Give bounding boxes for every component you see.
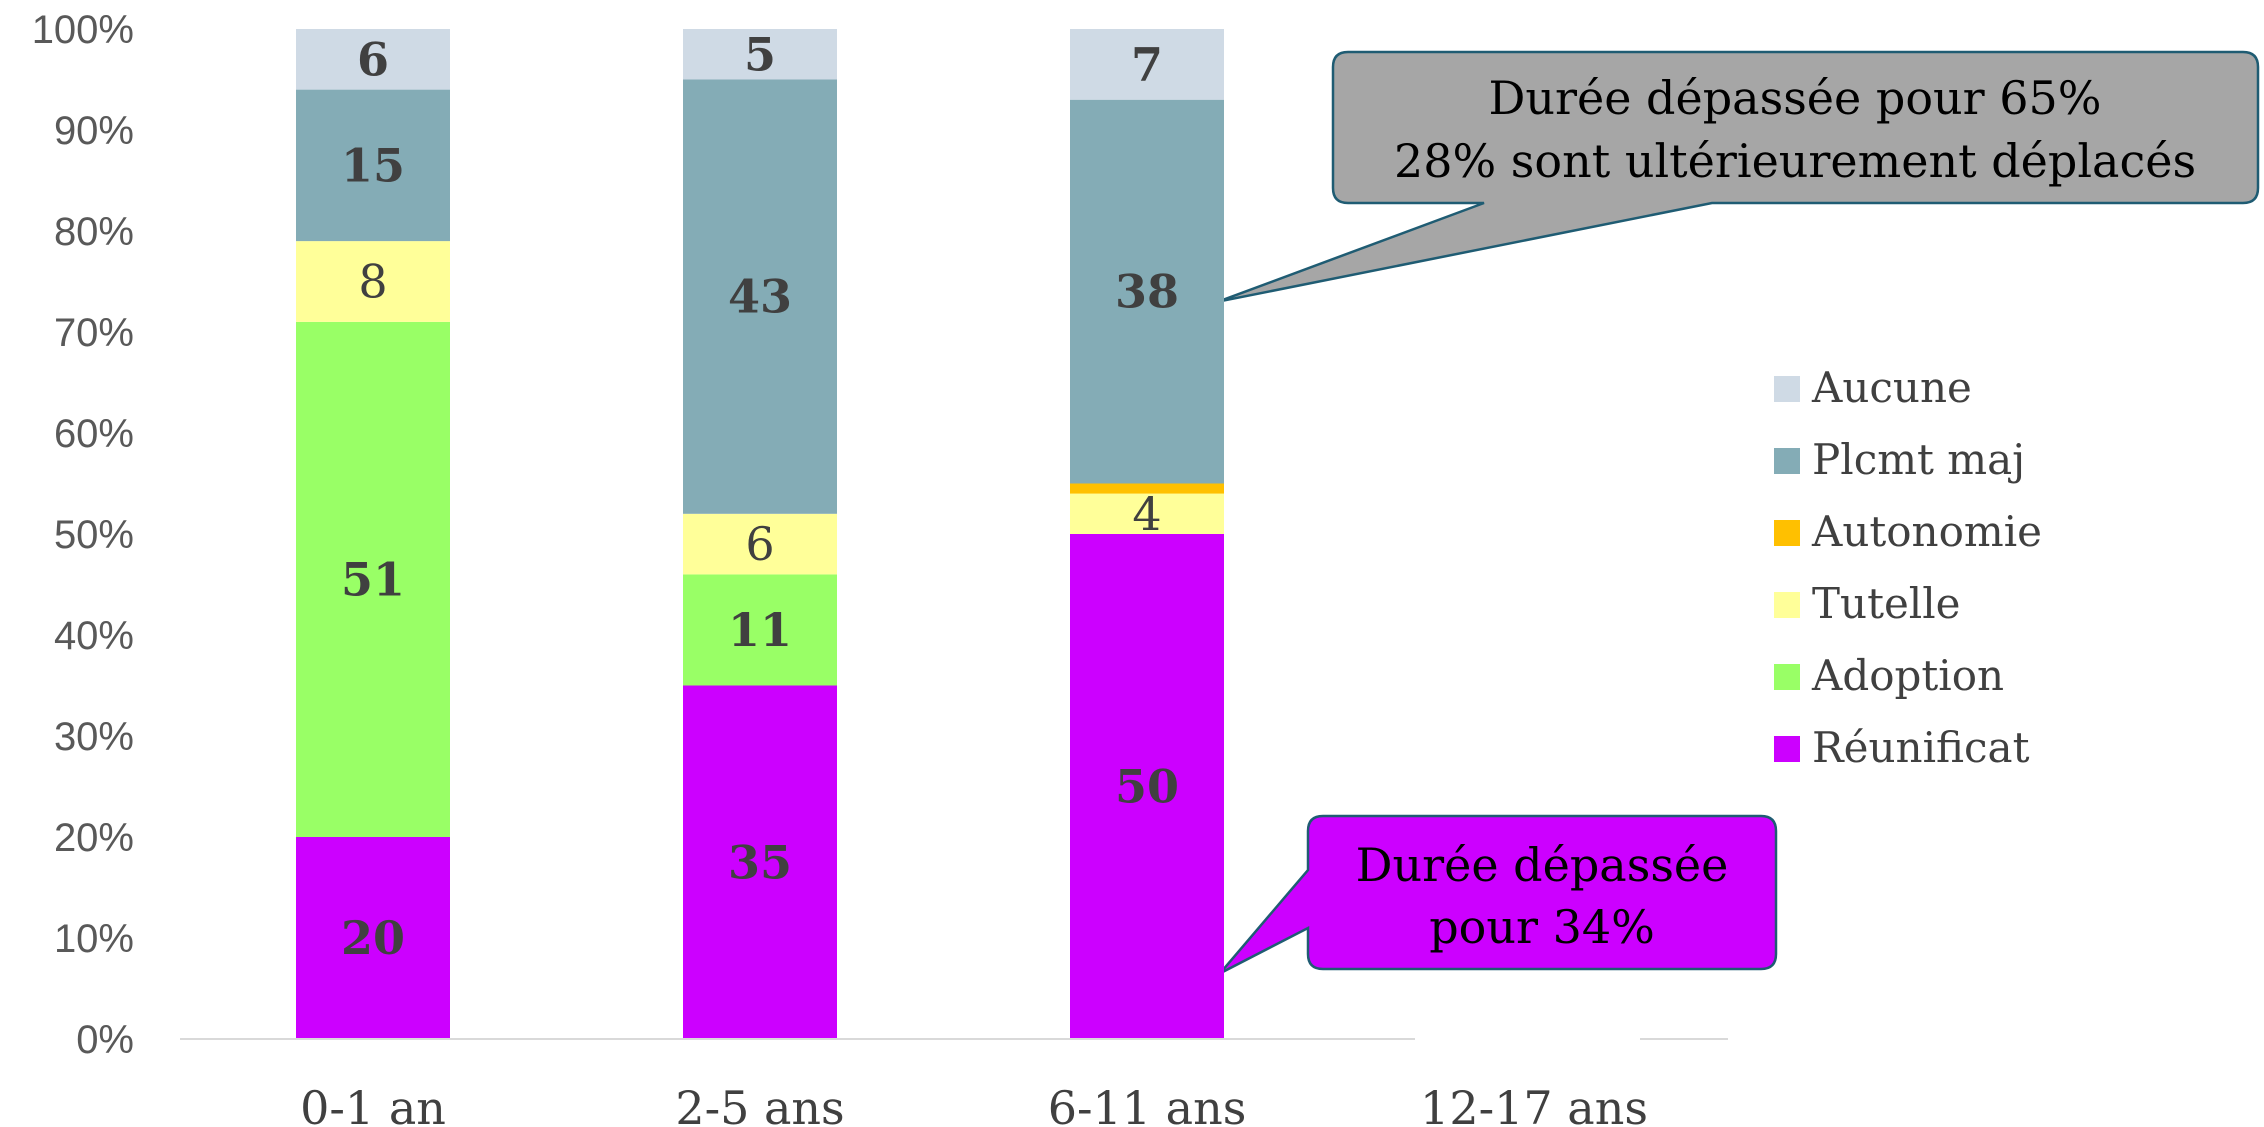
x-tick-label: 0-1 an xyxy=(300,1081,446,1127)
data-label: 7 xyxy=(1131,37,1163,91)
x-tick-label: 6-11 ans xyxy=(1048,1081,1247,1127)
data-label: 50 xyxy=(1115,760,1179,814)
legend-label: Réunificat xyxy=(1812,723,2030,772)
y-tick-label: 40% xyxy=(54,614,134,658)
legend-label: Adoption xyxy=(1811,651,2004,700)
y-tick-label: 60% xyxy=(54,412,134,456)
y-tick-label: 30% xyxy=(54,715,134,759)
x-tick-label: 12-17 ans xyxy=(1420,1081,1648,1127)
data-label: 11 xyxy=(728,603,792,657)
bar-segment xyxy=(296,321,450,837)
y-tick-label: 80% xyxy=(54,210,134,254)
bar-segment xyxy=(1070,534,1224,1039)
callout-gray-text: 28% sont ultérieurement déplacés xyxy=(1394,134,2196,188)
data-label: 20 xyxy=(341,911,405,965)
callout-gray-text: Durée dépassée pour 65% xyxy=(1488,71,2101,125)
bar-segment xyxy=(1070,483,1224,494)
data-label: 43 xyxy=(728,270,792,324)
callouts-layer: Durée dépassée pour 65% 28% sont ultérieu… xyxy=(1217,50,2260,975)
callout-purple-text: Durée dépassée xyxy=(1356,838,1729,892)
y-axis: 0% 10% 20% 30% 40% 50% 60% 70% 80% 90% 100% xyxy=(32,8,134,1062)
bar-segment xyxy=(296,29,450,90)
data-label: 8 xyxy=(358,255,387,309)
legend: Aucune Plcmt maj Autonomie Tutelle Adoption R… xyxy=(1774,363,2042,772)
legend-label: Autonomie xyxy=(1811,507,2042,556)
legend-swatch xyxy=(1774,520,1800,546)
bar-segment xyxy=(683,513,837,575)
legend-swatch xyxy=(1774,376,1800,402)
data-label: 6 xyxy=(357,32,389,86)
data-label: 5 xyxy=(744,27,776,81)
bar-segment xyxy=(296,241,450,322)
legend-label: Aucune xyxy=(1811,363,1972,412)
y-tick-label: 70% xyxy=(54,311,134,355)
bar-segment xyxy=(1070,99,1224,484)
bar-segment xyxy=(1070,493,1224,534)
y-tick-label: 0% xyxy=(76,1018,134,1062)
legend-swatch xyxy=(1774,448,1800,474)
legend-label: Tutelle xyxy=(1812,579,1961,628)
callout-gray xyxy=(1217,50,2260,303)
bar-segment xyxy=(683,79,837,514)
y-tick-label: 20% xyxy=(54,816,134,860)
callout-purple xyxy=(1219,814,1778,975)
bar-segment xyxy=(683,29,837,80)
x-axis: 0-1 an 2-5 ans 6-11 ans 12-17 ans xyxy=(180,1038,1728,1127)
data-label: 51 xyxy=(341,552,405,606)
bar-segment xyxy=(1070,29,1224,100)
y-tick-label: 50% xyxy=(54,513,134,557)
bar-segment xyxy=(296,837,450,1039)
data-label: 15 xyxy=(341,138,405,192)
legend-swatch xyxy=(1774,592,1800,618)
bar-segment xyxy=(683,574,837,686)
x-tick-label: 2-5 ans xyxy=(675,1081,844,1127)
data-label: 4 xyxy=(1132,487,1161,541)
bar-segment xyxy=(296,89,450,242)
legend-swatch xyxy=(1774,664,1800,690)
y-tick-label: 10% xyxy=(54,917,134,961)
y-tick-label: 90% xyxy=(54,109,134,153)
y-tick-label: 100% xyxy=(32,8,134,52)
bars-layer: 20 51 8 15 6 35 11 6 43 5 50 4 38 7 xyxy=(296,27,1224,1039)
legend-label: Plcmt maj xyxy=(1812,435,2025,484)
data-label: 35 xyxy=(728,835,792,889)
bar-segment xyxy=(683,685,837,1039)
data-label: 38 xyxy=(1115,265,1179,319)
callout-purple-text: pour 34% xyxy=(1429,900,1655,954)
legend-swatch xyxy=(1774,736,1800,762)
data-label: 6 xyxy=(745,517,774,571)
